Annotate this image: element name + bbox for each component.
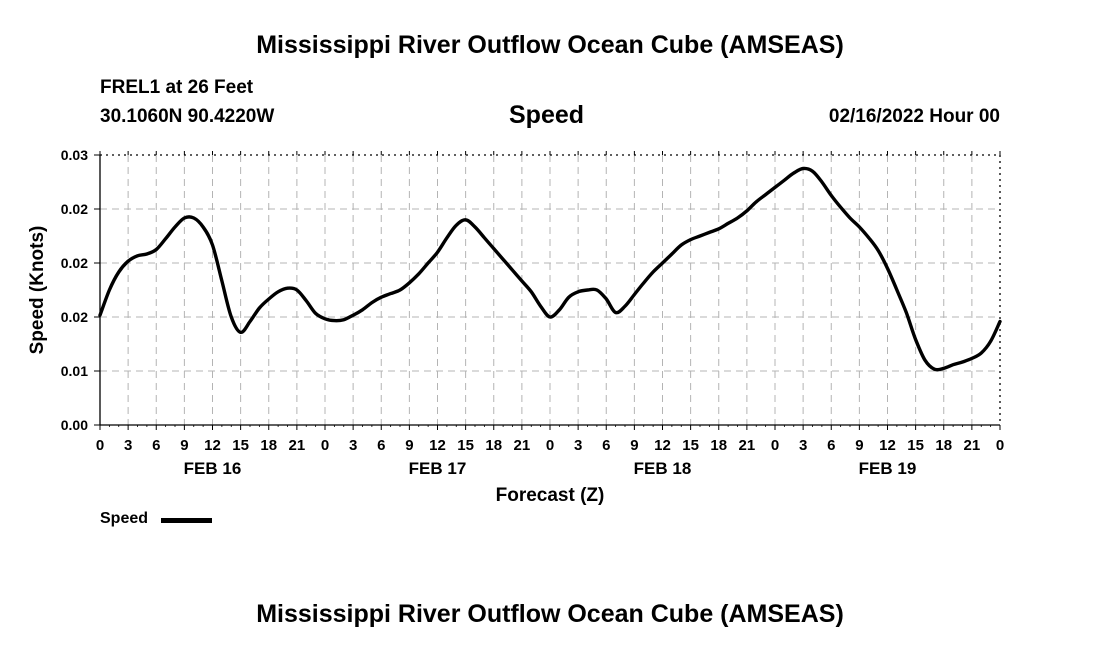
x-day-label: FEB 19 (859, 459, 917, 478)
x-tick-label: 18 (485, 437, 502, 454)
x-tick-label: 21 (514, 437, 531, 454)
datetime-label: 02/16/2022 Hour 00 (828, 106, 1000, 127)
x-tick-label: 15 (907, 437, 924, 454)
speed-series-line (98, 166, 1002, 372)
tick-labels: 0 3 6 9 12 15 18 21 0 3 6 9 12 15 18 21 0 3 6 9 12 15 18 21 0 3 6 9… (61, 147, 1004, 478)
x-tick-label: 6 (377, 437, 385, 454)
x-tick-label: 18 (710, 437, 727, 454)
ticks (94, 151, 1001, 430)
x-tick-label: 6 (602, 437, 610, 454)
y-tick-label: 0.00 (61, 417, 88, 433)
x-tick-label: 15 (682, 437, 699, 454)
x-tick-label: 0 (321, 437, 329, 454)
location-label: 30.1060N 90.4220W (100, 106, 275, 127)
x-day-label: FEB 18 (634, 459, 692, 478)
y-tick-label: 0.02 (61, 255, 88, 271)
station-label: FREL1 at 26 Feet (100, 77, 254, 98)
x-tick-label: 12 (654, 437, 671, 454)
x-tick-label: 3 (124, 437, 132, 454)
footer-title: Mississippi River Outflow Ocean Cube (AM… (256, 600, 844, 628)
x-tick-label: 9 (630, 437, 638, 454)
y-tick-label: 0.02 (61, 309, 88, 325)
y-axis-title: Speed (Knots) (27, 226, 48, 355)
x-tick-label: 9 (405, 437, 413, 454)
chart-title: Mississippi River Outflow Ocean Cube (AM… (256, 31, 844, 59)
x-tick-label: 0 (546, 437, 554, 454)
chart-subtitle: Speed (509, 101, 585, 129)
y-tick-label: 0.02 (61, 201, 88, 217)
x-tick-label: 21 (964, 437, 981, 454)
x-tick-label: 6 (827, 437, 835, 454)
x-tick-label: 9 (855, 437, 863, 454)
x-tick-label: 18 (935, 437, 952, 454)
y-tick-label: 0.03 (61, 147, 88, 163)
x-tick-label: 3 (799, 437, 807, 454)
x-tick-label: 0 (771, 437, 779, 454)
x-tick-label: 12 (429, 437, 446, 454)
x-tick-label: 12 (204, 437, 221, 454)
x-tick-label: 9 (180, 437, 188, 454)
x-tick-label: 21 (739, 437, 756, 454)
legend-label: Speed (100, 510, 149, 527)
x-tick-label: 15 (457, 437, 474, 454)
x-tick-label: 15 (232, 437, 249, 454)
x-axis-title: Forecast (Z) (496, 485, 605, 506)
grid (100, 155, 1000, 425)
x-day-label: FEB 17 (409, 459, 467, 478)
x-tick-label: 6 (152, 437, 160, 454)
x-tick-label: 0 (96, 437, 104, 454)
x-tick-label: 12 (879, 437, 896, 454)
x-day-label: FEB 16 (184, 459, 242, 478)
legend-swatch (161, 518, 212, 523)
x-tick-label: 3 (349, 437, 357, 454)
x-tick-label: 21 (289, 437, 306, 454)
x-tick-label: 3 (574, 437, 582, 454)
x-tick-label: 18 (260, 437, 277, 454)
y-tick-label: 0.01 (61, 363, 88, 379)
x-tick-label: 0 (996, 437, 1004, 454)
